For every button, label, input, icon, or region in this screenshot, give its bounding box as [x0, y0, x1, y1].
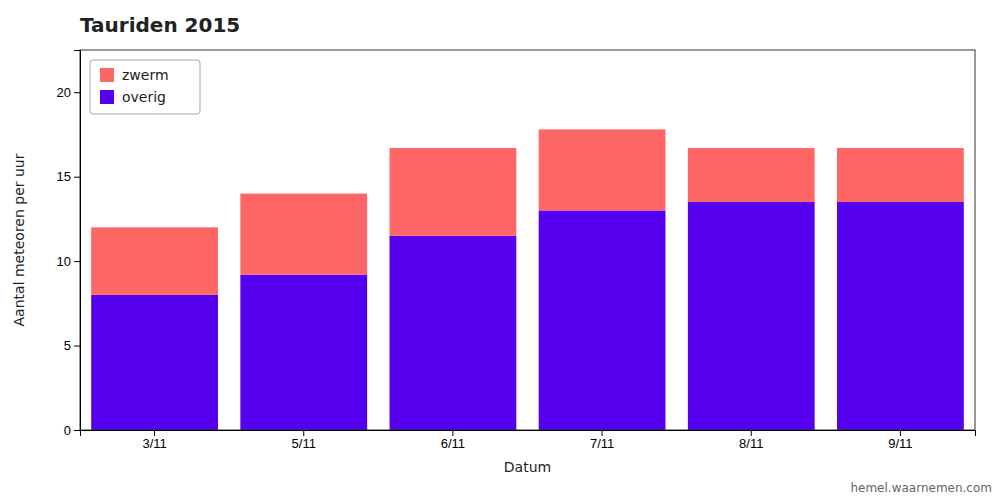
y-tick: 15	[57, 169, 80, 184]
bar	[688, 148, 815, 202]
bar	[91, 227, 218, 295]
x-tick-label: 3/11	[142, 436, 166, 451]
y-axis-line	[74, 51, 81, 431]
y-tick: 10	[57, 254, 80, 269]
x-tick: 3/11	[142, 430, 166, 451]
legend-box	[90, 60, 200, 114]
y-tick-label: 15	[57, 169, 71, 184]
legend-swatch	[100, 68, 114, 82]
plot: 0 5 10 15 20 3/11 5/11 6/11 7/11 8/11 9/11 zwerm ove…	[57, 50, 976, 451]
x-tick-mark	[751, 430, 752, 436]
bar	[539, 210, 666, 430]
bar	[240, 275, 367, 430]
y-tick-mark	[74, 261, 80, 262]
x-axis-title: Datum	[504, 459, 551, 475]
annotation: hemel.waarnemen.com	[850, 481, 992, 495]
x-tick-mark	[303, 430, 304, 436]
x-tick-mark	[154, 430, 155, 436]
x-tick: 6/11	[441, 430, 465, 451]
bar	[91, 295, 218, 430]
x-tick-label: 7/11	[590, 436, 614, 451]
bar	[539, 129, 666, 210]
x-tick: 8/11	[739, 430, 763, 451]
x-tick-label: 9/11	[888, 436, 912, 451]
legend-label: overig	[122, 89, 166, 105]
x-tick: 7/11	[590, 430, 614, 451]
legend-item: overig	[100, 89, 166, 105]
series-bars	[91, 129, 964, 295]
x-axis: 3/11 5/11 6/11 7/11 8/11 9/11	[81, 430, 976, 451]
bars	[91, 129, 964, 430]
y-tick-mark	[74, 177, 80, 178]
bar	[240, 194, 367, 275]
y-tick-mark	[74, 92, 80, 93]
x-tick-label: 8/11	[739, 436, 763, 451]
y-tick: 0	[64, 423, 80, 438]
series-bars	[91, 202, 964, 430]
y-tick-label: 5	[64, 338, 71, 353]
y-tick-label: 0	[64, 423, 71, 438]
y-tick-label: 10	[57, 254, 71, 269]
bar	[688, 202, 815, 430]
legend-swatch	[100, 90, 114, 104]
x-tick: 5/11	[292, 430, 316, 451]
y-tick-mark	[74, 430, 80, 431]
x-tick-mark	[602, 430, 603, 436]
x-tick-label: 5/11	[292, 436, 316, 451]
y-tick-label: 20	[57, 85, 71, 100]
y-axis: 0 5 10 15 20	[57, 51, 81, 438]
bar	[390, 236, 517, 430]
bar	[390, 148, 517, 236]
x-tick-mark	[900, 430, 901, 436]
plot-frame	[80, 50, 975, 430]
y-tick: 20	[57, 85, 80, 100]
title: Tauriden 2015	[80, 13, 240, 37]
x-tick-label: 6/11	[441, 436, 465, 451]
y-axis-title: Aantal meteoren per uur	[11, 153, 27, 326]
legend-label: zwerm	[122, 67, 169, 83]
x-tick-mark	[452, 430, 453, 436]
y-tick: 5	[64, 338, 80, 353]
x-axis-line	[81, 431, 976, 437]
legend-item: zwerm	[100, 67, 169, 83]
bar	[837, 202, 964, 430]
bar	[837, 148, 964, 202]
legend: zwerm overig	[90, 60, 200, 114]
x-tick: 9/11	[888, 430, 912, 451]
chart: 0 5 10 15 20 3/11 5/11 6/11 7/11 8/11 9/11 zwerm ove…	[0, 0, 1000, 500]
y-tick-mark	[74, 346, 80, 347]
